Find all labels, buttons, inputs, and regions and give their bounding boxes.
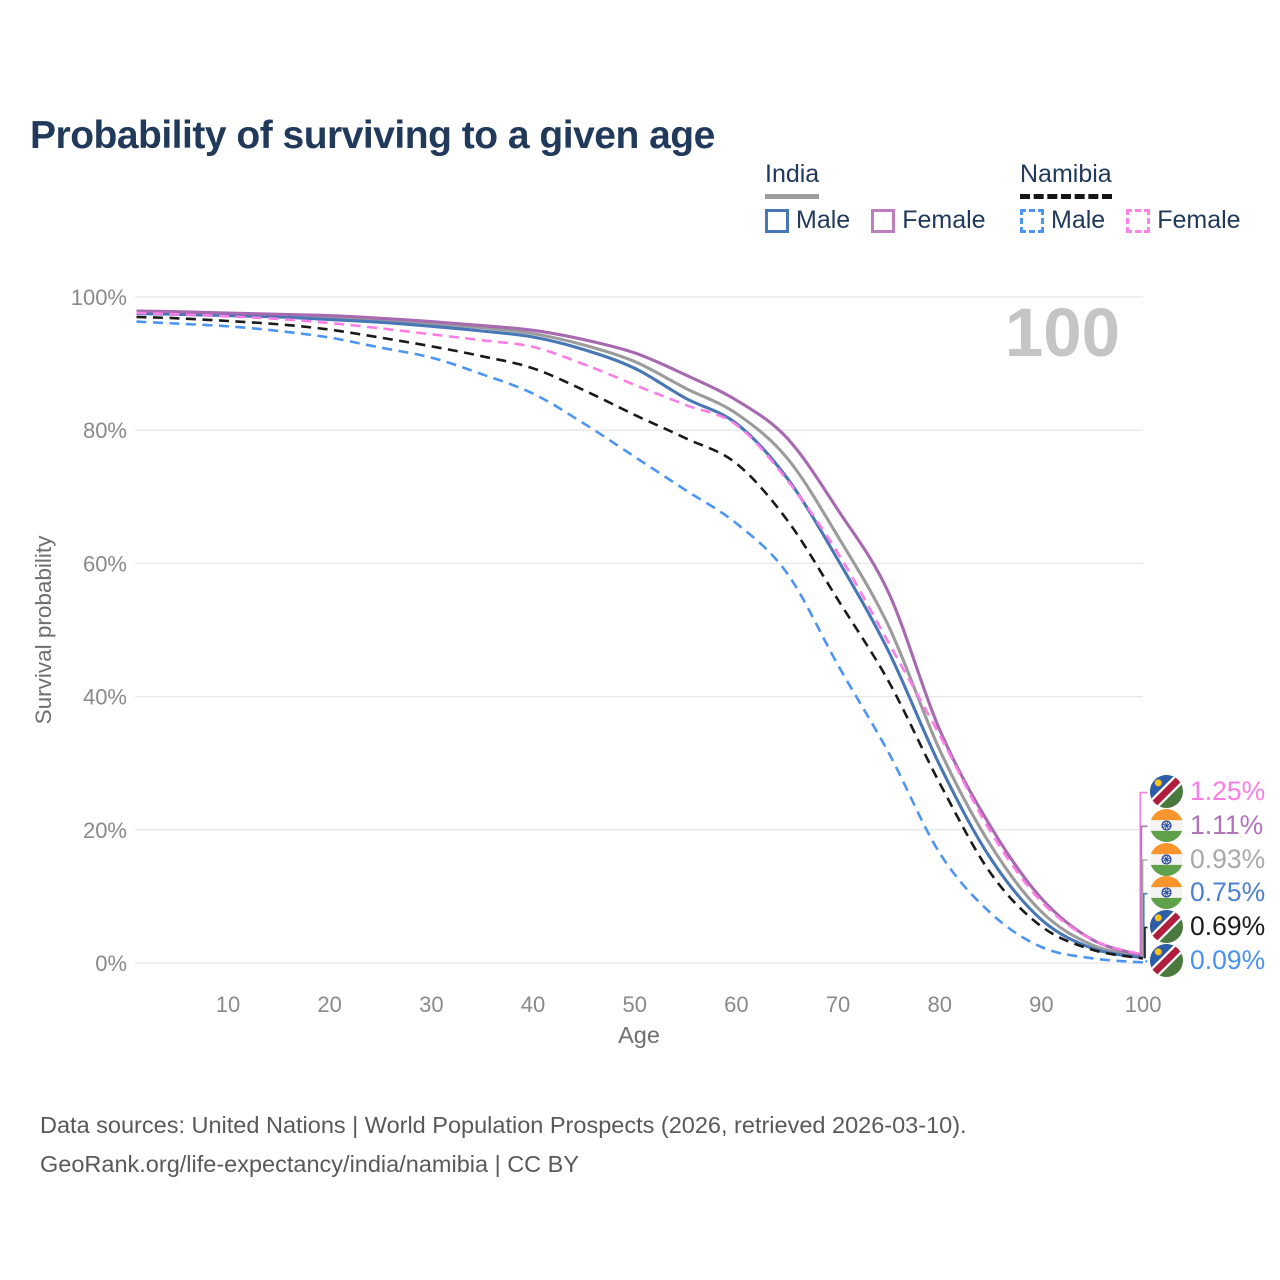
page-title: Probability of surviving to a given age — [30, 114, 715, 158]
legend-india-title: India — [765, 160, 820, 199]
legend-india-male-label: Male — [796, 206, 851, 234]
legend-group-india: India Male Female — [765, 160, 986, 235]
legend-namibia-title: Namibia — [1020, 160, 1112, 199]
y-tick-label-100: 100% — [71, 285, 127, 310]
india-female-swatch — [871, 208, 896, 233]
connector-namibia-male — [1145, 960, 1148, 963]
highlighted-age-watermark: 100 — [1004, 294, 1120, 371]
legend-item-india-female[interactable]: Female — [871, 206, 986, 235]
end-label-namibia-both-sexes: 0.69% — [1150, 909, 1266, 943]
legend-india-female-label: Female — [902, 206, 986, 234]
series-line-india-male[interactable] — [136, 312, 1144, 960]
end-label-value-namibia-both-sexes: 0.69% — [1190, 910, 1266, 941]
legend-india-label: India — [765, 160, 820, 188]
legend-item-namibia-female[interactable]: Female — [1126, 206, 1241, 235]
india-flag-icon — [1150, 876, 1183, 910]
x-tick-label-70: 70 — [826, 992, 850, 1017]
series-line-india-female[interactable] — [136, 309, 1144, 958]
end-label-value-india-both-sexes: 0.93% — [1190, 843, 1266, 874]
namibia-male-swatch — [1020, 208, 1044, 233]
legend-group-namibia: Namibia Male Female — [1020, 160, 1241, 235]
end-label-india-male: 0.75% — [1150, 876, 1266, 910]
footer-link-line: GeoRank.org/life-expectancy/india/namibi… — [40, 1151, 580, 1177]
legend-namibia-male-label: Male — [1051, 206, 1106, 234]
end-label-namibia-female: 1.25% — [1150, 775, 1266, 809]
end-label-value-namibia-male: 0.09% — [1190, 944, 1266, 975]
y-tick-label-40: 40% — [83, 685, 127, 710]
x-tick-label-80: 80 — [927, 992, 951, 1017]
end-label-india-both-sexes: 0.93% — [1150, 842, 1266, 876]
series-line-namibia-both-sexes[interactable] — [136, 315, 1144, 960]
end-label-namibia-male: 0.09% — [1150, 943, 1266, 977]
india-flag-icon — [1150, 808, 1183, 842]
y-tick-label-80: 80% — [83, 418, 127, 443]
series-line-india-both-sexes[interactable] — [136, 310, 1144, 959]
x-tick-label-50: 50 — [622, 992, 646, 1017]
connector-india-male — [1143, 892, 1148, 958]
namibia-female-swatch — [1126, 208, 1151, 233]
y-tick-label-60: 60% — [83, 551, 127, 576]
end-label-value-india-male: 0.75% — [1190, 877, 1266, 908]
connector-namibia-both-sexes — [1144, 926, 1148, 959]
connector-india-female — [1140, 825, 1148, 956]
x-tick-label-40: 40 — [521, 992, 545, 1017]
end-label-india-female: 1.11% — [1150, 808, 1264, 842]
legend-namibia-female-label: Female — [1157, 206, 1241, 234]
x-tick-label-60: 60 — [724, 992, 748, 1017]
footer-source-line: Data sources: United Nations | World Pop… — [40, 1112, 967, 1138]
end-label-value-india-female: 1.11% — [1190, 809, 1264, 840]
india-male-swatch — [765, 208, 789, 233]
x-axis-title: Age — [618, 1022, 660, 1048]
namibia-flag-icon — [1150, 943, 1183, 977]
y-tick-label-20: 20% — [83, 818, 127, 843]
series-line-namibia-female[interactable] — [136, 311, 1144, 956]
x-tick-label-20: 20 — [317, 992, 341, 1017]
connector-india-both-sexes — [1141, 859, 1148, 957]
connector-namibia-female — [1139, 791, 1148, 955]
namibia-flag-icon — [1150, 775, 1183, 809]
footer: Data sources: United Nations | World Pop… — [40, 1106, 967, 1184]
y-tick-label-0: 0% — [95, 951, 127, 976]
series-line-namibia-male[interactable] — [136, 320, 1144, 964]
x-tick-label-100: 100 — [1125, 992, 1162, 1017]
x-tick-label-90: 90 — [1029, 992, 1053, 1017]
india-flag-icon — [1150, 842, 1183, 876]
end-label-value-namibia-female: 1.25% — [1190, 776, 1266, 807]
x-tick-label-10: 10 — [216, 992, 240, 1017]
legend-item-namibia-male[interactable]: Male — [1020, 206, 1105, 235]
legend-item-india-male[interactable]: Male — [765, 206, 850, 235]
legend-namibia-label: Namibia — [1020, 160, 1112, 188]
x-tick-label-30: 30 — [419, 992, 443, 1017]
namibia-flag-icon — [1150, 909, 1183, 943]
